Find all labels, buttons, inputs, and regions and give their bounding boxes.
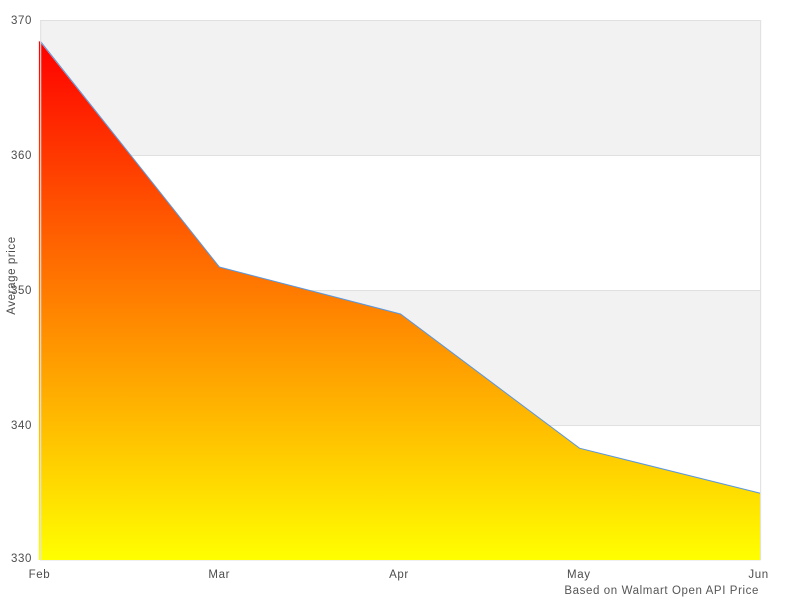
svg-text:Jun: Jun	[748, 569, 768, 581]
svg-text:Based on Walmart Open API Pric: Based on Walmart Open API Price	[564, 585, 759, 597]
svg-text:Apr: Apr	[389, 569, 409, 581]
svg-text:340: 340	[11, 420, 32, 432]
svg-text:350: 350	[11, 285, 32, 297]
svg-text:Average price: Average price	[6, 236, 18, 315]
svg-text:330: 330	[11, 553, 32, 565]
svg-text:360: 360	[11, 150, 32, 162]
svg-text:Feb: Feb	[29, 569, 51, 581]
svg-text:Mar: Mar	[208, 569, 230, 581]
svg-text:370: 370	[11, 15, 32, 27]
svg-text:May: May	[567, 569, 591, 581]
